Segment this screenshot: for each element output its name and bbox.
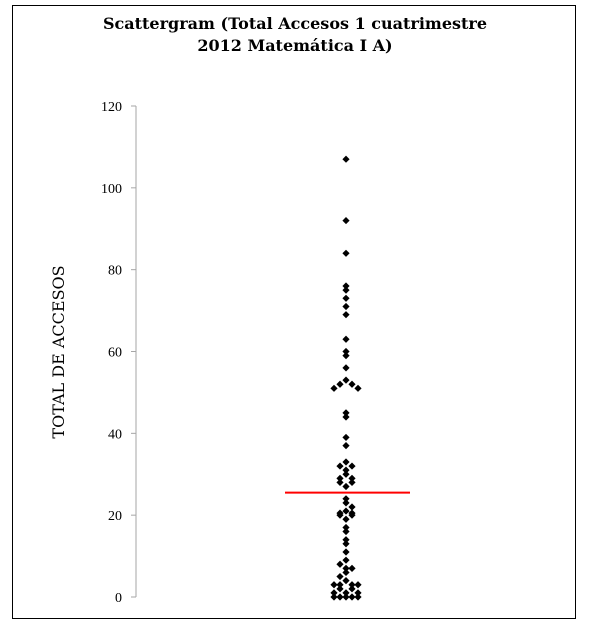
chart-title-line-2: 2012 Matemática I A) [197, 36, 393, 55]
data-point [342, 556, 350, 564]
y-tick-label: 120 [101, 100, 122, 115]
data-points [330, 155, 362, 601]
data-point [348, 462, 356, 470]
data-point [342, 540, 350, 548]
y-axis-title: TOTAL DE ACCESOS [49, 265, 68, 438]
data-point [342, 442, 350, 450]
data-point [348, 478, 356, 487]
data-point [336, 585, 344, 593]
chart-title: Scattergram (Total Accesos 1 cuatrimestr… [13, 13, 577, 57]
data-point [336, 511, 344, 519]
data-point [342, 482, 350, 491]
data-point [354, 384, 362, 392]
data-point [342, 515, 350, 523]
chart-title-line-1: Scattergram (Total Accesos 1 cuatrimestr… [102, 14, 488, 33]
data-point [342, 499, 350, 507]
data-point [336, 474, 344, 482]
data-point [342, 536, 350, 544]
y-tick-label: 0 [115, 591, 122, 606]
data-point [342, 249, 350, 257]
data-point [342, 364, 350, 372]
data-point [354, 581, 362, 589]
data-point [336, 478, 344, 487]
data-point [342, 347, 350, 356]
data-point [342, 507, 350, 515]
data-point [348, 564, 356, 572]
y-tick-label: 100 [101, 182, 122, 197]
data-point [348, 474, 356, 482]
data-point [348, 581, 356, 589]
data-point [342, 216, 350, 225]
data-point [342, 311, 350, 319]
data-point [342, 286, 350, 294]
chart-frame: Scattergram (Total Accesos 1 cuatrimestr… [12, 5, 576, 619]
data-point [342, 282, 350, 290]
data-point [342, 351, 350, 360]
data-point [342, 376, 350, 384]
data-point [342, 466, 350, 474]
data-point [342, 409, 350, 417]
data-point [342, 155, 350, 163]
data-point [336, 560, 344, 568]
y-tick-label: 60 [108, 346, 122, 361]
y-tick-label: 20 [108, 509, 122, 524]
data-point [336, 380, 344, 388]
data-point [342, 413, 350, 421]
data-point [330, 581, 338, 589]
data-point [348, 380, 356, 388]
data-point [342, 495, 350, 503]
data-point [342, 523, 350, 532]
data-point [330, 384, 338, 392]
data-point [330, 589, 338, 597]
data-point [342, 433, 350, 442]
data-point [342, 527, 350, 536]
data-point [342, 589, 350, 597]
data-point [342, 548, 350, 556]
y-axis: 0 20 40 60 80 100 120 [101, 100, 137, 606]
data-point [354, 593, 362, 601]
data-point [348, 585, 356, 593]
y-tick-label: 80 [108, 264, 122, 279]
data-point [336, 462, 344, 470]
data-point [342, 458, 350, 466]
data-point [342, 564, 350, 572]
data-point [354, 589, 362, 597]
data-point [342, 335, 350, 343]
data-point [342, 470, 350, 478]
data-point [342, 302, 350, 311]
data-point [336, 581, 344, 589]
data-point [336, 572, 344, 581]
data-point [342, 294, 350, 302]
data-point [336, 593, 344, 601]
y-tick-label: 40 [108, 427, 122, 442]
data-point [342, 577, 350, 585]
data-point [342, 593, 350, 601]
data-point [342, 568, 350, 577]
scatter-plot: 0 20 40 60 80 100 120 TOTAL DE ACCESOS [49, 100, 410, 606]
data-point [330, 593, 338, 601]
data-point [348, 593, 356, 601]
data-point [348, 511, 356, 519]
data-point [348, 503, 356, 511]
